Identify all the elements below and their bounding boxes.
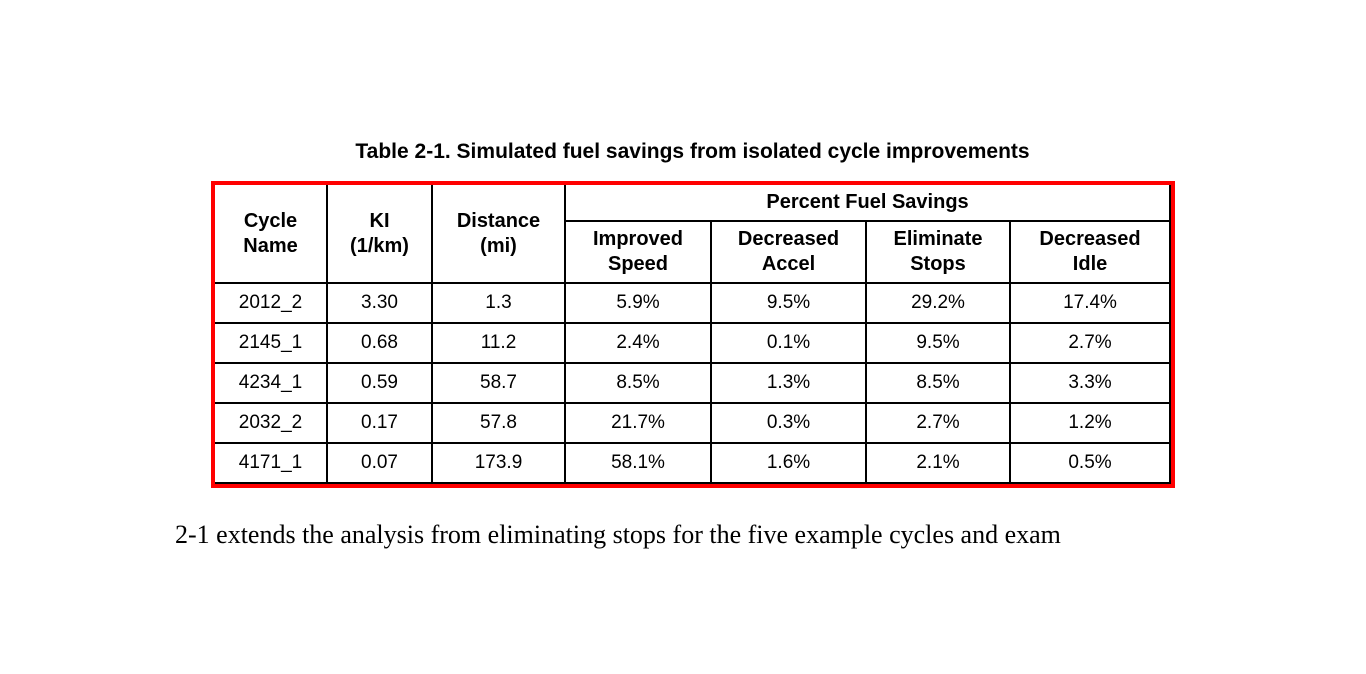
cell-ki: 0.59 [326,362,433,404]
cell-cycle-name: 2032_2 [215,402,328,444]
cell-improved-speed: 8.5% [564,362,712,404]
col-header-distance: Distance (mi) [431,185,566,284]
col-header-ki: KI (1/km) [326,185,433,284]
table-row: 2145_1 0.68 11.2 2.4% 0.1% 9.5% 2.7% [215,322,1172,364]
col-header-group-percent-fuel-savings: Percent Fuel Savings [563,185,1172,222]
cell-distance: 11.2 [431,322,566,364]
cell-ki: 0.07 [326,442,433,484]
cell-improved-speed: 5.9% [564,282,712,324]
cell-ki: 0.17 [326,402,433,444]
cell-decreased-idle: 3.3% [1008,362,1172,404]
cell-ki: 3.30 [326,282,433,324]
fuel-savings-table: Cycle Name KI (1/km) Distance (mi) Perce… [215,185,1172,484]
col-header-decreased-accel: Decreased Accel [710,220,867,284]
cell-decreased-idle: 1.2% [1008,402,1172,444]
table-row: 4234_1 0.59 58.7 8.5% 1.3% 8.5% 3.3% [215,362,1172,404]
cell-decreased-accel: 1.3% [710,362,867,404]
table-row: 2032_2 0.17 57.8 21.7% 0.3% 2.7% 1.2% [215,402,1172,444]
cell-eliminate-stops: 2.1% [865,442,1011,484]
cell-cycle-name: 2012_2 [215,282,328,324]
cell-improved-speed: 21.7% [564,402,712,444]
cell-distance: 1.3 [431,282,566,324]
col-header-improved-speed: Improved Speed [564,220,712,284]
body-text: 2-1 extends the analysis from eliminatin… [175,520,1061,549]
cell-decreased-idle: 17.4% [1008,282,1172,324]
cell-decreased-idle: 2.7% [1008,322,1172,364]
col-header-decreased-idle: Decreased Idle [1008,220,1172,284]
fuel-savings-table-frame: Cycle Name KI (1/km) Distance (mi) Perce… [211,181,1176,488]
cell-decreased-accel: 9.5% [710,282,867,324]
col-header-eliminate-stops: Eliminate Stops [865,220,1011,284]
cell-cycle-name: 2145_1 [215,322,328,364]
table-body: 2012_2 3.30 1.3 5.9% 9.5% 29.2% 17.4% 21… [215,282,1172,484]
cell-distance: 58.7 [431,362,566,404]
cell-eliminate-stops: 2.7% [865,402,1011,444]
cell-distance: 57.8 [431,402,566,444]
cell-improved-speed: 58.1% [564,442,712,484]
cell-decreased-accel: 0.1% [710,322,867,364]
table-caption: Table 2-1. Simulated fuel savings from i… [355,140,1030,163]
table-header-row-group: Cycle Name KI (1/km) Distance (mi) Perce… [215,185,1172,284]
table-row: 2012_2 3.30 1.3 5.9% 9.5% 29.2% 17.4% [215,282,1172,324]
cell-decreased-accel: 0.3% [710,402,867,444]
table-header: Cycle Name KI (1/km) Distance (mi) Perce… [215,185,1172,284]
table-row: 4171_1 0.07 173.9 58.1% 1.6% 2.1% 0.5% [215,442,1172,484]
cell-eliminate-stops: 9.5% [865,322,1011,364]
cell-decreased-accel: 1.6% [710,442,867,484]
cell-cycle-name: 4234_1 [215,362,328,404]
cell-improved-speed: 2.4% [564,322,712,364]
col-header-cycle-name: Cycle Name [215,185,328,284]
cell-eliminate-stops: 29.2% [865,282,1011,324]
cell-cycle-name: 4171_1 [215,442,328,484]
cell-ki: 0.68 [326,322,433,364]
table-header-row-sub: Improved Speed Decreased Accel Eliminate… [215,220,1172,284]
cell-decreased-idle: 0.5% [1008,442,1172,484]
cell-eliminate-stops: 8.5% [865,362,1011,404]
cell-distance: 173.9 [431,442,566,484]
